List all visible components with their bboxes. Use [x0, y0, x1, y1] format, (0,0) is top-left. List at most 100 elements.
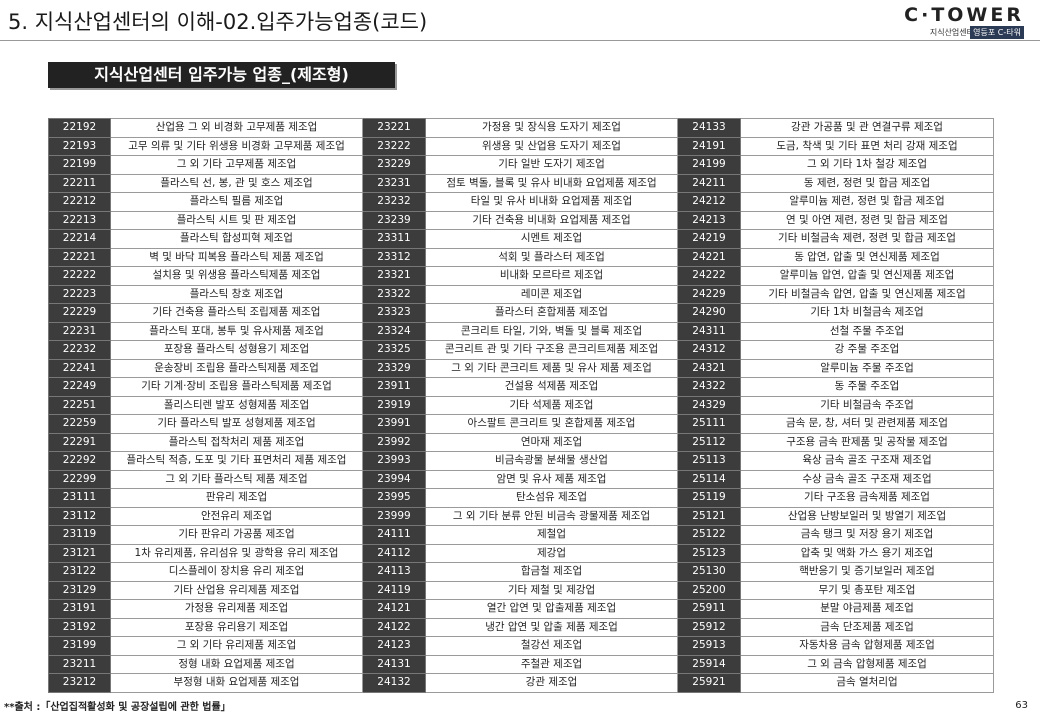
industry-code: 25913	[677, 636, 741, 656]
industry-name: 도금, 착색 및 기타 표면 처리 강재 제조업	[740, 136, 994, 156]
industry-name: 핵반응기 및 증기보일러 제조업	[740, 562, 994, 582]
industry-code: 24290	[677, 303, 741, 323]
industry-name: 그 외 기타 유리제품 제조업	[110, 636, 363, 656]
industry-name: 알루미늄 제련, 정련 및 합금 제조업	[740, 192, 994, 212]
industry-name: 고무 의류 및 기타 위생용 비경화 고무제품 제조업	[110, 136, 363, 156]
industry-code: 22212	[48, 192, 111, 212]
industry-code: 24112	[362, 543, 426, 563]
industry-name: 플라스틱 창호 제조업	[110, 284, 363, 304]
industry-code: 24122	[362, 617, 426, 637]
industry-code: 22231	[48, 321, 111, 341]
industry-name: 암면 및 유사 제품 제조업	[425, 469, 678, 489]
industry-name: 산업용 난방보일러 및 방열기 제조업	[740, 506, 994, 526]
industry-code: 23111	[48, 488, 111, 508]
industry-name: 부정형 내화 요업제품 제조업	[110, 673, 363, 693]
industry-code: 23122	[48, 562, 111, 582]
industry-code: 23992	[362, 432, 426, 452]
page-title: 5. 지식산업센터의 이해-02.입주가능업종(코드)	[8, 10, 428, 34]
industry-code: 22292	[48, 451, 111, 471]
industry-name: 동 주물 주조업	[740, 377, 994, 397]
table-row: 23212 부정형 내화 요업제품 제조업 24132 강관 제조업 25921 금속 열…	[48, 673, 994, 693]
industry-name: 그 외 기타 플라스틱 제품 제조업	[110, 469, 363, 489]
industry-code: 23191	[48, 599, 111, 619]
industry-code: 24329	[677, 395, 741, 415]
industry-code: 23192	[48, 617, 111, 637]
industry-name: 그 외 기타 분류 안된 비금속 광물제품 제조업	[425, 506, 678, 526]
table-row: 22212 플라스틱 필름 제조업 23232 타일 및 유사 비내화 요업제품 제조…	[48, 192, 994, 212]
industry-name: 플라스틱 적층, 도포 및 기타 표면처리 제품 제조업	[110, 451, 363, 471]
industry-name: 강관 제조업	[425, 673, 678, 693]
industry-name: 타일 및 유사 비내화 요업제품 제조업	[425, 192, 678, 212]
industry-name: 금속 문, 창, 셔터 및 관련제품 제조업	[740, 414, 994, 434]
industry-name: 플라스틱 포대, 봉투 및 유사제품 제조업	[110, 321, 363, 341]
industry-code: 23222	[362, 136, 426, 156]
industry-name: 그 외 기타 1차 철강 제조업	[740, 155, 994, 175]
industry-name: 시멘트 제조업	[425, 229, 678, 249]
industry-code: 24132	[362, 673, 426, 693]
industry-name: 구조용 금속 판제품 및 공작물 제조업	[740, 432, 994, 452]
industry-name: 기타 산업용 유리제품 제조업	[110, 580, 363, 600]
source-note: **출처 :「산업집적활성화 및 공장설립에 관한 법률」	[4, 702, 231, 713]
industry-code: 24131	[362, 654, 426, 674]
industry-name: 선철 주물 주조업	[740, 321, 994, 341]
industry-name: 레미콘 제조업	[425, 284, 678, 304]
industry-code: 25911	[677, 599, 741, 619]
table-row: 22291 플라스틱 접착처리 제품 제조업 23992 연마재 제조업 25112 구조…	[48, 432, 994, 452]
table-row: 23199 그 외 기타 유리제품 제조업 24123 철강선 제조업 25913 자동차…	[48, 636, 994, 656]
logo: C·TOWER	[904, 4, 1024, 26]
industry-name: 기타 건축용 플라스틱 조립제품 제조업	[110, 303, 363, 323]
table-row: 22199 그 외 기타 고무제품 제조업 23229 기타 일반 도자기 제조업 24…	[48, 155, 994, 175]
industry-code: 22221	[48, 247, 111, 267]
industry-name: 폴리스티렌 발포 성형제품 제조업	[110, 395, 363, 415]
industry-name: 기타 기계·장비 조립용 플라스틱제품 제조업	[110, 377, 363, 397]
industry-code: 24222	[677, 266, 741, 286]
industry-name: 위생용 및 산업용 도자기 제조업	[425, 136, 678, 156]
industry-name: 플라스터 혼합제품 제조업	[425, 303, 678, 323]
industry-name: 설치용 및 위생용 플라스틱제품 제조업	[110, 266, 363, 286]
industry-name: 콘크리트 관 및 기타 구조용 콘크리트제품 제조업	[425, 340, 678, 360]
industry-name: 기타 건축용 비내화 요업제품 제조업	[425, 210, 678, 230]
industry-code: 22251	[48, 395, 111, 415]
table-row: 22213 플라스틱 시트 및 판 제조업 23239 기타 건축용 비내화 요업제품…	[48, 210, 994, 230]
industry-code: 23991	[362, 414, 426, 434]
industry-name: 판유리 제조업	[110, 488, 363, 508]
industry-code: 23119	[48, 525, 111, 545]
industry-name: 아스팔트 콘크리트 및 혼합제품 제조업	[425, 414, 678, 434]
industry-code: 22291	[48, 432, 111, 452]
industry-name: 기타 일반 도자기 제조업	[425, 155, 678, 175]
table-row: 22232 포장용 플라스틱 성형용기 제조업 23325 콘크리트 관 및 기타 구…	[48, 340, 994, 360]
industry-code: 24111	[362, 525, 426, 545]
industry-code: 24311	[677, 321, 741, 341]
industry-name: 디스플레이 장치용 유리 제조업	[110, 562, 363, 582]
industry-name: 플라스틱 합성피혁 제조업	[110, 229, 363, 249]
page-number: 63	[1015, 700, 1028, 711]
industry-name: 기타 제철 및 제강업	[425, 580, 678, 600]
industry-name: 그 외 금속 압형제품 제조업	[740, 654, 994, 674]
industry-name: 연마재 제조업	[425, 432, 678, 452]
industry-code: 22223	[48, 284, 111, 304]
industry-name: 동 제련, 정련 및 합금 제조업	[740, 173, 994, 193]
table-row: 23211 정형 내화 요업제품 제조업 24131 주철관 제조업 25914 그 외 …	[48, 654, 994, 674]
industry-code: 25123	[677, 543, 741, 563]
industry-name: 냉간 압연 및 압출 제품 제조업	[425, 617, 678, 637]
table-row: 22249 기타 기계·장비 조립용 플라스틱제품 제조업 23911 건설용 석제품…	[48, 377, 994, 397]
industry-code: 24133	[677, 118, 741, 138]
industry-name: 금속 탱크 및 저장 용기 제조업	[740, 525, 994, 545]
industry-code: 23211	[48, 654, 111, 674]
logo-sub: 지식산업센터	[929, 28, 974, 37]
industry-code: 23999	[362, 506, 426, 526]
table-row: 22229 기타 건축용 플라스틱 조립제품 제조업 23323 플라스터 혼합제품 …	[48, 303, 994, 323]
industry-name: 제강업	[425, 543, 678, 563]
industry-code: 23199	[48, 636, 111, 656]
industry-name: 플라스틱 필름 제조업	[110, 192, 363, 212]
industry-code: 25111	[677, 414, 741, 434]
industry-code: 23919	[362, 395, 426, 415]
industry-code: 23229	[362, 155, 426, 175]
header-rule	[0, 40, 1040, 41]
industry-name: 기타 플라스틱 발포 성형제품 제조업	[110, 414, 363, 434]
industry-code: 23321	[362, 266, 426, 286]
industry-name: 기타 비철금속 압연, 압출 및 연신제품 제조업	[740, 284, 994, 304]
industry-code: 25114	[677, 469, 741, 489]
industry-code: 22249	[48, 377, 111, 397]
industry-code: 25130	[677, 562, 741, 582]
